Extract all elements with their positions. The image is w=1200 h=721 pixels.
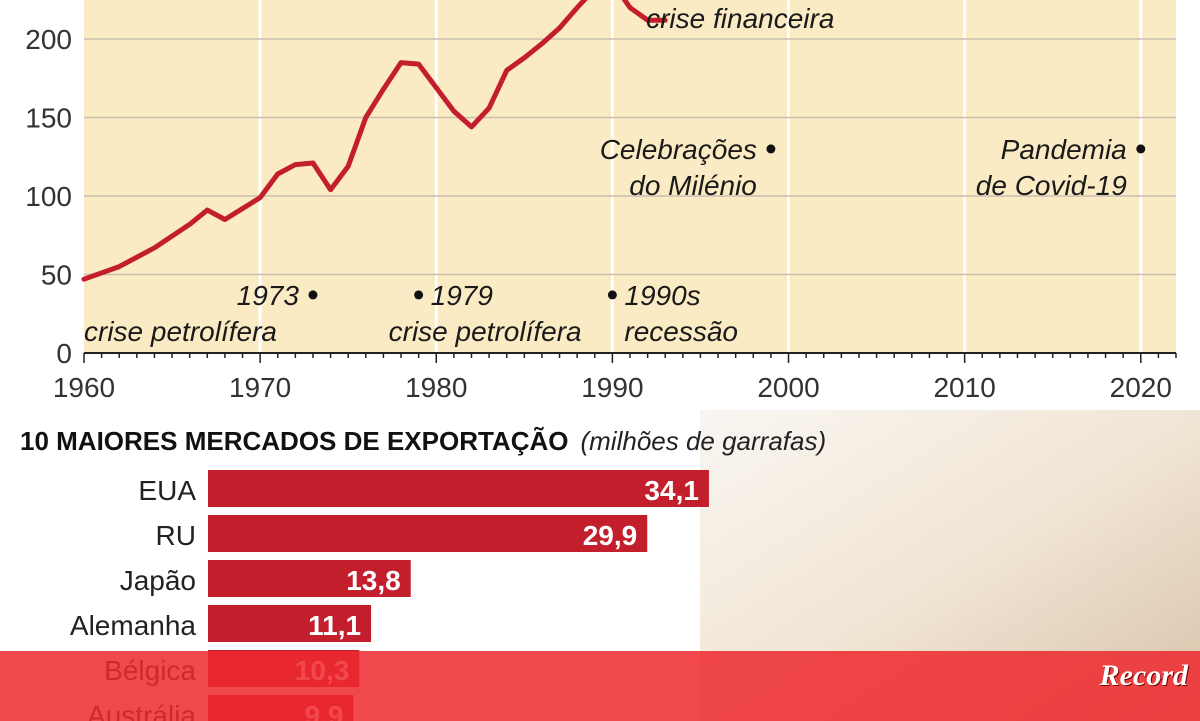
annotation-label: 1990s <box>624 280 700 311</box>
annotation-label: Pandemia <box>1001 134 1127 165</box>
annotation-label: 1979 <box>431 280 493 311</box>
footer-band: Record <box>0 651 1200 721</box>
x-tick-label: 2000 <box>757 372 819 403</box>
bar-chart-title: 10 MAIORES MERCADOS DE EXPORTAÇÃO (milhõe… <box>20 426 826 456</box>
category-label: RU <box>156 520 196 551</box>
bar <box>208 470 709 507</box>
category-label: Japão <box>120 565 196 596</box>
annotation-label: 1973 <box>237 280 300 311</box>
x-tick-label: 1970 <box>229 372 291 403</box>
bar <box>208 605 372 642</box>
y-tick-label: 200 <box>25 24 72 55</box>
annotation-dot <box>766 144 776 154</box>
x-tick-label: 1980 <box>405 372 467 403</box>
annotation-label: crise petrolífera <box>84 316 277 347</box>
annotation-label: Celebrações <box>600 134 757 165</box>
value-label: 11,1 <box>308 610 361 641</box>
annotation-dot <box>414 290 424 300</box>
annotation-label: recessão <box>624 316 738 347</box>
series-line <box>81 0 668 282</box>
plot-area <box>84 0 1176 353</box>
x-tick-label: 2010 <box>933 372 995 403</box>
annotation-dot <box>308 290 318 300</box>
bar-chart-subtitle: (milhões de garrafas) <box>580 426 826 456</box>
category-label: Alemanha <box>70 610 197 641</box>
annotation-label: do Milénio <box>629 170 757 201</box>
value-label: 13,8 <box>346 565 401 596</box>
annotation-label: crise financeira <box>646 3 834 34</box>
bar <box>208 560 411 597</box>
y-tick-label: 150 <box>25 103 72 134</box>
value-label: 34,1 <box>644 475 699 506</box>
category-label: EUA <box>138 475 196 506</box>
y-tick-label: 0 <box>56 338 72 369</box>
x-tick-label: 1960 <box>53 372 115 403</box>
annotation-label: de Covid-19 <box>976 170 1127 201</box>
x-tick-label: 1990 <box>581 372 643 403</box>
annotation-label: crise petrolífera <box>389 316 582 347</box>
annotation-dot <box>607 290 617 300</box>
bar <box>208 515 648 552</box>
annotation-dot <box>1136 144 1146 154</box>
value-label: 29,9 <box>583 520 638 551</box>
x-tick-label: 2020 <box>1110 372 1172 403</box>
y-tick-label: 50 <box>41 260 72 291</box>
brand-logo[interactable]: Record <box>1099 659 1188 692</box>
line-chart: 0 50 100 150 200 1960 1970 1980 1990 2000 2010 2020… <box>25 0 1177 403</box>
y-tick-label: 100 <box>25 181 72 212</box>
